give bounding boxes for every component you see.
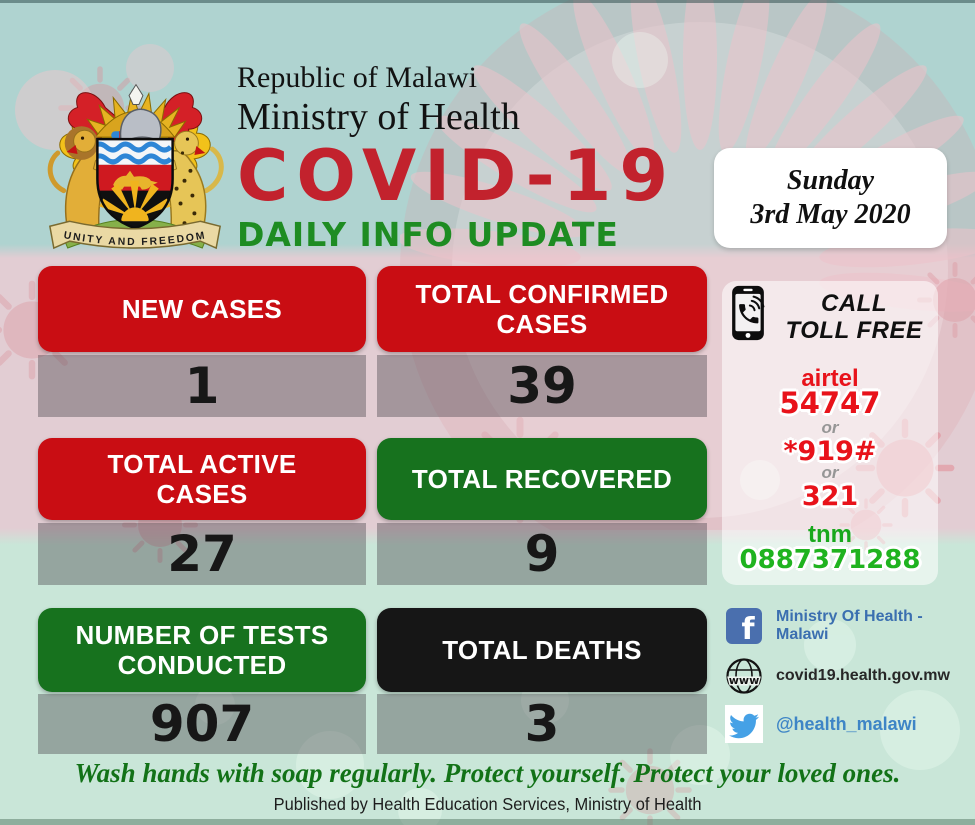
stat-card-new-cases: NEW CASES 1 — [38, 266, 366, 417]
stat-value: 3 — [524, 695, 560, 753]
stat-card-total-active: TOTAL ACTIVE CASES 27 — [38, 266, 366, 585]
ministry-name: Ministry of Health — [237, 96, 520, 138]
stat-card-tests-conducted: NUMBER OF TESTS CONDUCTED 907 — [38, 266, 366, 754]
airtel-label: airtel — [801, 365, 859, 392]
stat-value: 907 — [149, 695, 255, 753]
poster-subtitle: DAILY INFO UPDATE — [237, 215, 619, 254]
airtel-number-1: 54747 — [779, 386, 881, 420]
twitter-row: @health_malawi — [724, 704, 917, 744]
stat-card-total-deaths: TOTAL DEATHS 3 — [377, 266, 707, 754]
airtel-number-3: 321 — [801, 481, 859, 512]
facebook-icon: f — [724, 606, 764, 646]
stat-label: TOTAL RECOVERED — [411, 464, 673, 494]
call-line1: CALL — [821, 290, 887, 317]
stat-label: TOTAL ACTIVE CASES — [107, 449, 297, 509]
facebook-row: f Ministry Of Health - Malawi — [724, 606, 960, 646]
footer-published-line: Published by Health Education Services, … — [0, 794, 975, 815]
stat-header: TOTAL ACTIVE CASES — [38, 438, 366, 520]
twitter-icon — [724, 704, 764, 744]
website-url: covid19.health.gov.mw — [776, 667, 950, 684]
stat-header: TOTAL DEATHS — [377, 608, 707, 692]
motto-banner: UNITY AND FREEDOM — [49, 220, 221, 250]
stat-value-box: 3 — [377, 694, 707, 754]
stat-value-box: 1 — [38, 355, 366, 417]
date-weekday: Sunday — [786, 165, 875, 196]
toll-free-panel: CALL TOLL FREE airtel 54747 or *919# or … — [722, 281, 938, 585]
top-edge-strip — [0, 0, 975, 3]
malawi-coat-of-arms: UNITY AND FREEDOM — [47, 83, 224, 250]
stat-value: 1 — [184, 357, 220, 415]
stat-value: 9 — [524, 525, 560, 583]
facebook-letter: f — [741, 612, 755, 644]
tnm-number: 0887371288 — [739, 545, 921, 575]
published-text: Published by Health Education Services, … — [273, 794, 702, 814]
phone-icon — [732, 285, 765, 341]
stat-header: TOTAL CONFIRMED CASES — [377, 266, 707, 352]
stats-grid: NEW CASES 1 TOTAL CONFIRMED CASES 39 TOT… — [38, 266, 707, 758]
call-toll-free-label: CALL TOLL FREE — [774, 290, 934, 344]
or-separator: or — [821, 418, 839, 437]
stat-value-box: 9 — [377, 523, 707, 585]
poster-title: COVID-19 — [237, 135, 677, 217]
call-line2: TOLL FREE — [785, 317, 923, 344]
stat-value-box: 27 — [38, 523, 366, 585]
masthead: Republic of Malawi Ministry of Health CO… — [237, 60, 717, 253]
stat-value-box: 907 — [38, 694, 366, 754]
stat-card-total-confirmed: TOTAL CONFIRMED CASES 39 — [377, 266, 707, 417]
stat-label: TOTAL DEATHS — [442, 635, 642, 665]
or-separator: or — [821, 463, 839, 482]
facebook-handle: Ministry Of Health - Malawi — [776, 608, 923, 643]
website-row: www covid19.health.gov.mw — [724, 656, 950, 696]
twitter-handle: @health_malawi — [776, 713, 917, 734]
stat-card-total-recovered: TOTAL RECOVERED 9 — [377, 266, 707, 585]
bottom-edge-strip — [0, 819, 975, 825]
shield — [96, 137, 174, 230]
stat-header: NEW CASES — [38, 266, 366, 352]
stat-header: NUMBER OF TESTS CONDUCTED — [38, 608, 366, 692]
stat-label: TOTAL CONFIRMED CASES — [415, 279, 669, 339]
date-value: 3rd May 2020 — [750, 199, 911, 230]
country-name: Republic of Malawi — [237, 61, 477, 94]
stat-value: 39 — [507, 357, 577, 415]
stat-header: TOTAL RECOVERED — [377, 438, 707, 520]
tnm-label: tnm — [808, 521, 852, 548]
date-box: Sunday 3rd May 2020 — [714, 148, 947, 248]
airtel-number-2: *919# — [783, 436, 877, 467]
footer-message: Wash hands with soap regularly. Protect … — [74, 758, 901, 788]
globe-icon: www — [724, 656, 764, 696]
stat-label: NEW CASES — [121, 294, 283, 324]
stat-value: 27 — [167, 525, 237, 583]
stat-value-box: 39 — [377, 355, 707, 417]
globe-www-text: www — [729, 674, 760, 687]
stat-label: NUMBER OF TESTS CONDUCTED — [75, 620, 329, 680]
